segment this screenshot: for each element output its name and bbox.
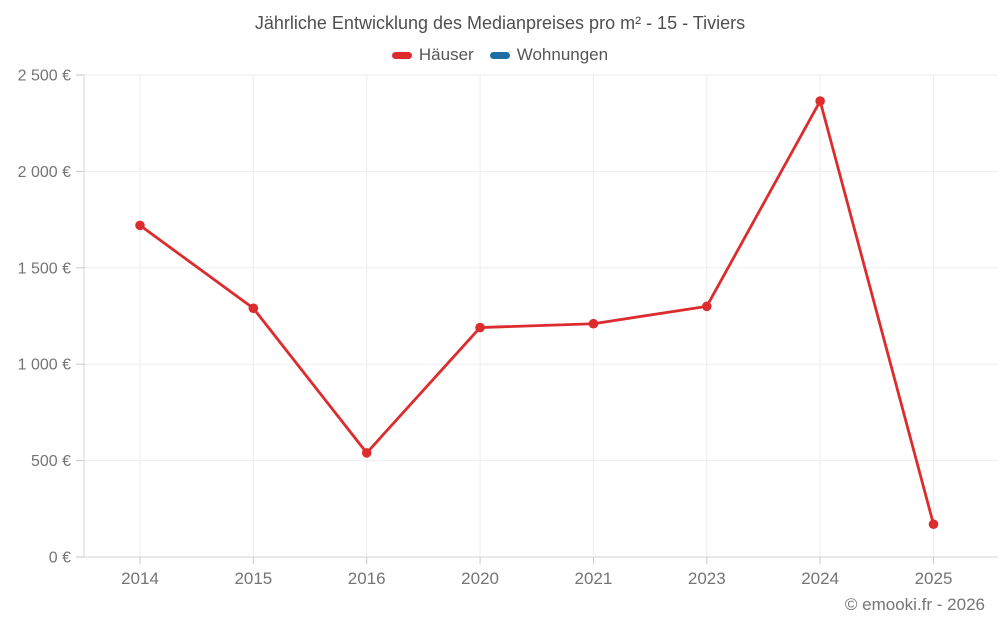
chart-legend: Häuser Wohnungen: [0, 44, 1000, 66]
y-axis-label: 2 500 €: [18, 68, 71, 85]
x-axis-label-2016: 2016: [348, 569, 386, 588]
x-axis-label-2024: 2024: [801, 569, 839, 588]
x-axis-label-2021: 2021: [575, 569, 613, 588]
y-axis-label: 2 000 €: [18, 164, 71, 181]
x-axis-label-2015: 2015: [234, 569, 272, 588]
data-point-Häuser-2023[interactable]: [701, 301, 712, 312]
x-axis-label-2025: 2025: [915, 569, 953, 588]
legend-swatch-wohnungen-icon: [489, 51, 510, 59]
data-point-Häuser-2016[interactable]: [361, 448, 372, 458]
x-axis-label-2023: 2023: [688, 569, 726, 588]
y-axis-label: 0 €: [49, 550, 71, 567]
legend-item-wohnungen[interactable]: Wohnungen: [489, 44, 609, 66]
legend-label-wohnungen: Wohnungen: [516, 45, 609, 64]
y-axis-label: 1 500 €: [18, 260, 71, 277]
legend-item-haeuser[interactable]: Häuser: [391, 44, 474, 66]
data-point-Häuser-2025[interactable]: [928, 519, 939, 530]
legend-label-haeuser: Häuser: [418, 45, 474, 64]
chart-title: Jährliche Entwicklung des Medianpreises …: [254, 13, 746, 33]
data-point-Häuser-2014[interactable]: [135, 220, 145, 231]
y-axis-label: 500 €: [31, 453, 71, 470]
data-point-Häuser-2015[interactable]: [248, 303, 259, 314]
y-axis-label: 1 000 €: [18, 357, 71, 374]
x-axis-label-2020: 2020: [461, 569, 499, 588]
data-point-Häuser-2021[interactable]: [588, 318, 599, 329]
legend-swatch-haeuser-icon: [391, 51, 412, 59]
data-point-Häuser-2024[interactable]: [815, 96, 825, 106]
copyright-text: © emooki.fr - 2026: [844, 595, 985, 614]
data-point-Häuser-2020[interactable]: [475, 322, 485, 333]
x-axis-label-2014: 2014: [121, 569, 159, 588]
series-line-Häuser: [139, 99, 935, 525]
